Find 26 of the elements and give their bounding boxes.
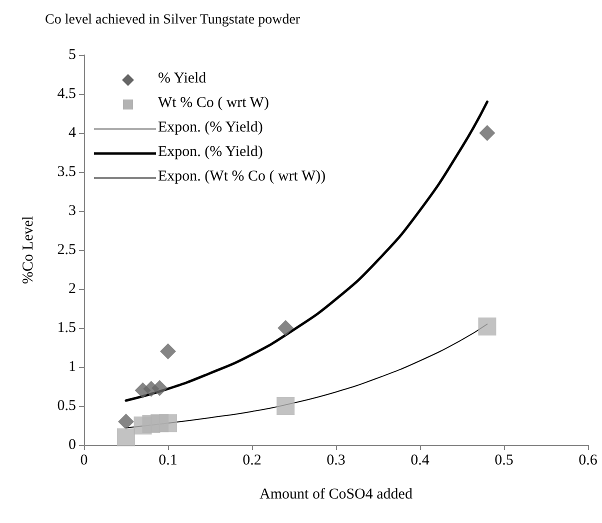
y-axis-title: %Co Level <box>20 216 36 284</box>
x-tick-label: 0.2 <box>242 452 262 468</box>
x-axis-title: Amount of CoSO4 added <box>260 486 413 502</box>
y-tick-label: 4.5 <box>57 86 76 102</box>
x-tick-label: 0.1 <box>158 452 178 468</box>
y-tick-label: 4 <box>68 125 76 141</box>
y-tick-label: 1.5 <box>57 320 76 336</box>
y-tick-label: 3 <box>68 203 76 219</box>
legend-label: Expon. (Wt % Co ( wrt W)) <box>158 168 326 184</box>
legend-label: Wt % Co ( wrt W) <box>158 95 269 111</box>
x-tick-label: 0.6 <box>578 452 598 468</box>
x-tick-label: 0.4 <box>410 452 430 468</box>
y-tick-label: 1 <box>68 359 76 375</box>
y-tick-label: 5 <box>68 47 76 63</box>
legend-label: % Yield <box>158 70 207 86</box>
chart-title: Co level achieved in Silver Tungstate powder <box>45 12 300 28</box>
x-tick-label: 0.5 <box>494 452 514 468</box>
y-tick-label: 2 <box>68 281 76 297</box>
y-tick-label: 0 <box>68 437 76 453</box>
legend-label: Expon. (% Yield) <box>158 144 263 160</box>
legend-label: Expon. (% Yield) <box>158 120 263 136</box>
y-tick-label: 2.5 <box>57 242 76 258</box>
y-tick-label: 0.5 <box>57 398 76 414</box>
x-tick-label: 0.3 <box>326 452 346 468</box>
x-tick-label: 0 <box>80 452 88 468</box>
y-tick-label: 3.5 <box>57 164 76 180</box>
